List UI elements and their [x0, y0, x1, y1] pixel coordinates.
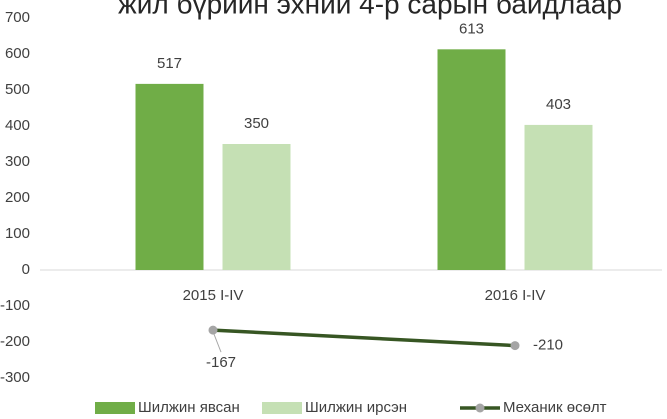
bar: [222, 144, 291, 270]
y-tick-label: 500: [5, 81, 30, 98]
data-label: 517: [157, 55, 182, 72]
x-tick-label: 2015 I-IV: [183, 287, 244, 304]
legend-label: Шилжин ирсэн: [305, 399, 407, 416]
y-tick-label: 600: [5, 45, 30, 62]
y-tick-label: 400: [5, 117, 30, 134]
data-label: 403: [546, 96, 571, 113]
bar: [524, 124, 593, 270]
data-label: 613: [459, 20, 484, 37]
bar: [437, 49, 506, 270]
y-tick-label: 700: [5, 9, 30, 26]
y-tick-label: 200: [5, 189, 30, 206]
legend-label: Шилжин явсан: [138, 399, 240, 416]
line-marker: [510, 341, 520, 351]
y-tick-label: 0: [22, 261, 30, 278]
legend-swatch: [95, 402, 135, 414]
bar: [135, 83, 204, 270]
legend-label: Механик өсөлт: [503, 399, 607, 416]
data-label: 350: [244, 115, 269, 132]
data-label: -210: [533, 337, 563, 354]
y-tick-label: 100: [5, 225, 30, 242]
line-marker: [208, 325, 218, 335]
data-label: -167: [206, 354, 236, 371]
legend-swatch: [262, 402, 302, 414]
y-tick-label: 300: [5, 153, 30, 170]
y-tick-label: -100: [0, 297, 30, 314]
leader-line: [213, 333, 222, 353]
chart-title: жил бүрийн эхний 4-р сарын байдлаар: [118, 0, 622, 19]
line: [212, 328, 516, 348]
x-tick-label: 2016 I-IV: [485, 287, 546, 304]
y-tick-label: -300: [0, 369, 30, 386]
y-tick-label: -200: [0, 333, 30, 350]
legend-swatch-marker: [475, 403, 485, 413]
